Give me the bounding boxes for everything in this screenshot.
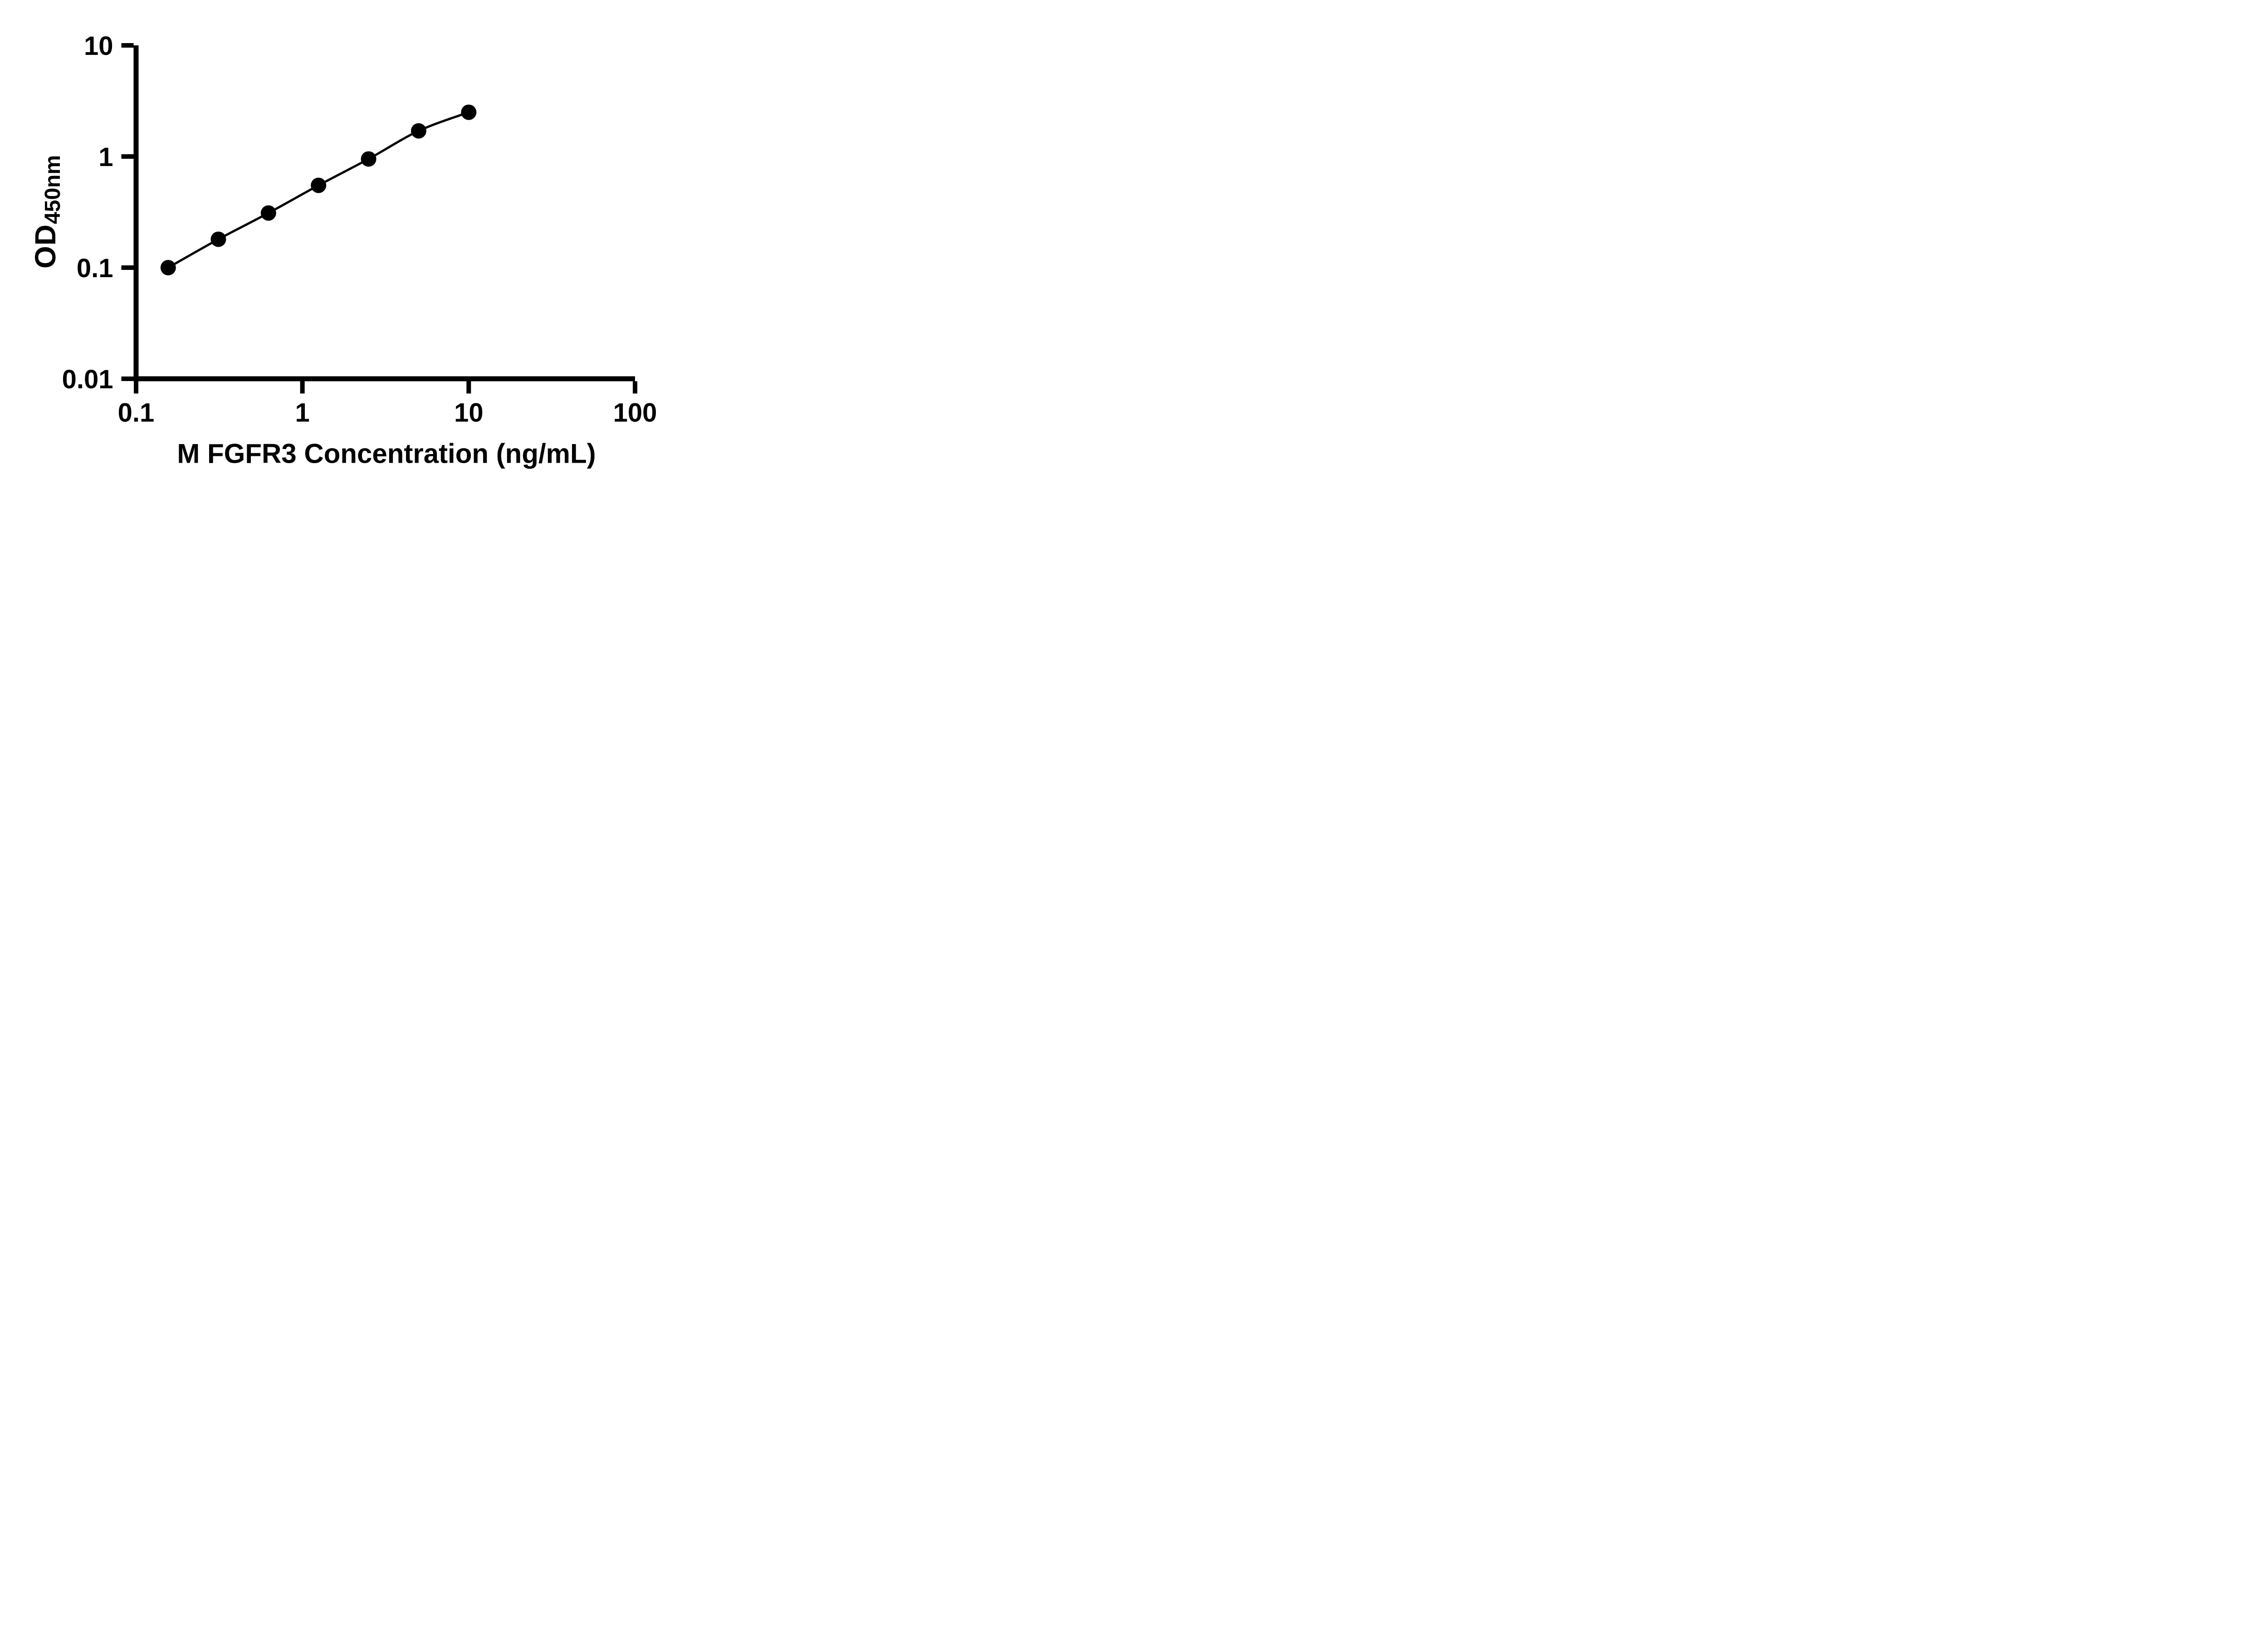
x-tick-label: 1 [295, 398, 310, 428]
axis-line [133, 45, 635, 381]
x-tick-label: 10 [454, 398, 484, 428]
x-tick-label: 0.1 [118, 398, 155, 428]
data-point [461, 104, 477, 120]
y-tick-label: 10 [84, 31, 113, 61]
y-tick-label: 0.1 [77, 254, 113, 283]
data-point [411, 123, 426, 139]
x-axis-title: M FGFR3 Concentration (ng/mL) [177, 438, 596, 469]
y-axis-title: OD450nm [29, 155, 65, 269]
y-axis-title-sub: 450nm [41, 155, 65, 225]
data-point [160, 260, 176, 275]
data-point [311, 177, 327, 193]
chart: 0.1 1 10 100 0.01 0.1 1 10 OD450nm M FGFR3 Conc… [0, 0, 699, 490]
data-point [210, 231, 226, 247]
y-tick-label: 0.01 [62, 365, 113, 394]
x-tick-label: 100 [613, 398, 657, 428]
y-axis-title-main: OD [29, 224, 62, 269]
y-tick-label: 1 [98, 142, 113, 172]
data-point [361, 151, 376, 167]
data-point [260, 205, 276, 221]
